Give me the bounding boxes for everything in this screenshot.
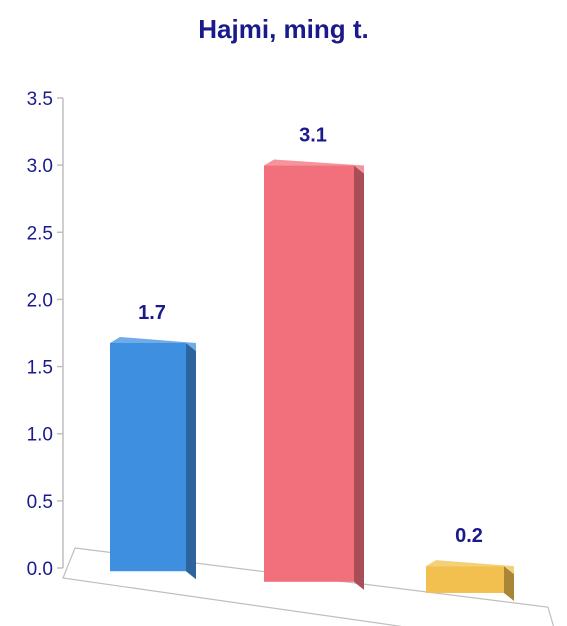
- bar-data-label: 3.1: [299, 125, 327, 147]
- bars: [110, 159, 514, 601]
- bar-top-face: [426, 560, 514, 575]
- bar-front-face: [426, 566, 504, 593]
- bar-data-label: 1.7: [138, 302, 166, 324]
- y-tick-label: 1.0: [27, 425, 53, 446]
- y-axis: 0.0 0.5 1.0 1.5 2.0 2.5 3.0 3.5: [27, 89, 64, 580]
- bar: [110, 336, 196, 580]
- bar-top-face: [264, 159, 364, 174]
- y-tick-label: 0.5: [27, 492, 53, 513]
- bar-front-face: [264, 165, 354, 582]
- bar-side-face: [354, 165, 364, 590]
- bar: [426, 560, 514, 601]
- y-tick-label: 3.5: [27, 89, 53, 110]
- bar-data-label: 0.2: [455, 525, 483, 547]
- y-tick-label: 1.5: [27, 358, 53, 379]
- y-tick-label: 2.0: [27, 290, 53, 311]
- y-tick-label: 0.0: [27, 559, 53, 580]
- bar-side-face: [186, 342, 196, 580]
- bar-top-face: [110, 336, 196, 351]
- bar: [264, 159, 364, 590]
- chart-title: Hajmi, ming t.: [198, 14, 369, 44]
- y-tick-label: 3.0: [27, 156, 53, 177]
- y-tick-label: 2.5: [27, 223, 53, 244]
- bar-side-face: [504, 566, 514, 601]
- bar-front-face: [110, 342, 186, 572]
- data-labels: 1.7 3.1 0.2: [138, 125, 483, 548]
